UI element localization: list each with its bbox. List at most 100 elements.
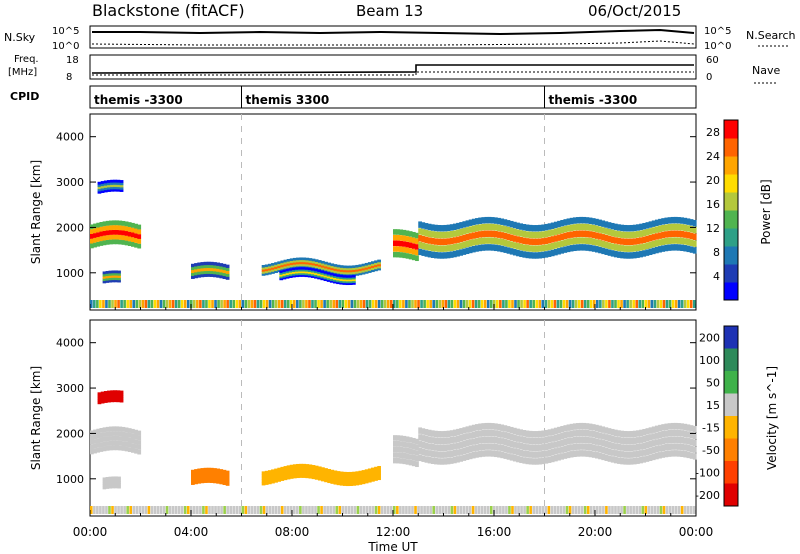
echo-cell xyxy=(213,273,217,278)
echo-cell xyxy=(311,264,316,268)
near-range-echo xyxy=(414,300,417,308)
echo-cell xyxy=(544,237,549,245)
echo-cell xyxy=(349,269,353,273)
echo-cell xyxy=(304,272,309,276)
echo-cell xyxy=(336,473,341,477)
echo-cell xyxy=(124,226,129,232)
echo-cell xyxy=(103,182,108,186)
echo-cell xyxy=(345,277,350,280)
near-range-echo xyxy=(599,300,602,308)
echo-cell xyxy=(415,232,419,239)
freq-strip: Freq. [MHz] 18 8 60 0 Nave xyxy=(8,54,780,84)
echo-cell xyxy=(289,258,294,262)
echo-cell xyxy=(99,221,104,227)
echo-cell xyxy=(349,273,353,277)
echo-cell xyxy=(610,428,615,436)
echo-cell xyxy=(399,246,404,253)
near-range-echo xyxy=(108,300,111,308)
echo-cell xyxy=(305,474,310,479)
echo-cell xyxy=(490,450,495,457)
echo-cell xyxy=(683,423,688,431)
echo-cell xyxy=(280,264,285,268)
echo-cell xyxy=(111,277,116,281)
echo-cell xyxy=(399,240,404,247)
cpid-segment-label: themis 3300 xyxy=(246,93,330,107)
echo-cell xyxy=(364,474,369,478)
echo-cell xyxy=(430,457,435,464)
near-range-echo xyxy=(256,300,260,308)
echo-cell xyxy=(274,474,278,478)
echo-cell xyxy=(648,228,653,235)
echo-cell xyxy=(116,390,121,394)
echo-cell xyxy=(475,437,479,445)
echo-cell xyxy=(465,453,470,461)
echo-cell xyxy=(418,427,423,434)
echo-cell xyxy=(670,443,675,450)
echo-cell xyxy=(90,224,94,230)
echo-cell xyxy=(528,238,533,245)
echo-cell xyxy=(90,449,94,455)
echo-cell xyxy=(197,468,202,472)
echo-cell xyxy=(588,238,593,245)
echo-cell xyxy=(352,477,356,481)
power-ylabel: Slant Range [km] xyxy=(29,160,43,264)
echo-cell xyxy=(90,444,94,450)
echo-cell xyxy=(506,432,511,440)
echo-cell xyxy=(465,233,470,241)
echo-cell xyxy=(280,472,285,476)
echo-cell xyxy=(102,486,107,490)
echo-cell xyxy=(327,264,332,268)
near-range-echo xyxy=(368,300,372,308)
echo-cell xyxy=(654,226,659,233)
near-range-echo xyxy=(689,300,693,308)
echo-cell xyxy=(320,275,325,279)
x-tick-label: 16:00 xyxy=(477,525,512,539)
near-range-echo xyxy=(620,506,623,514)
echo-cell xyxy=(323,273,328,276)
near-range-echo xyxy=(408,300,411,308)
near-range-echo xyxy=(429,506,432,514)
echo-cell xyxy=(339,265,344,268)
echo-cell xyxy=(563,225,568,233)
echo-cell xyxy=(452,230,457,237)
echo-cell xyxy=(591,231,596,239)
near-range-echo xyxy=(377,300,381,308)
cpid-label: CPID xyxy=(10,90,39,103)
echo-cell xyxy=(96,237,101,242)
echo-cell xyxy=(456,250,460,257)
echo-cell xyxy=(535,444,539,452)
echo-cell xyxy=(342,269,347,273)
echo-cell xyxy=(119,184,124,188)
echo-cell xyxy=(528,245,533,252)
echo-cell xyxy=(610,449,615,456)
near-range-echo xyxy=(247,506,251,514)
echo-cell xyxy=(459,428,464,435)
echo-cell xyxy=(329,276,334,280)
echo-cell xyxy=(661,444,666,452)
echo-cell xyxy=(490,223,495,231)
near-range-echo xyxy=(217,300,220,308)
echo-cell xyxy=(591,238,596,245)
near-range-echo xyxy=(535,300,539,308)
echo-cell xyxy=(358,270,363,274)
echo-cell xyxy=(302,257,307,261)
echo-cell xyxy=(604,434,609,441)
echo-cell xyxy=(364,472,369,476)
echo-cell xyxy=(459,235,464,243)
echo-cell xyxy=(544,450,549,457)
echo-cell xyxy=(595,239,599,246)
echo-cell xyxy=(553,221,558,229)
echo-cell xyxy=(538,238,542,245)
echo-cell xyxy=(113,188,118,192)
echo-cell xyxy=(279,272,284,275)
echo-cell xyxy=(99,447,104,452)
echo-cell xyxy=(274,268,278,271)
echo-cell xyxy=(449,450,454,458)
echo-cell xyxy=(572,430,577,437)
echo-cell xyxy=(677,423,681,430)
echo-cell xyxy=(352,271,356,275)
near-range-echo xyxy=(126,300,129,308)
echo-cell xyxy=(358,470,363,474)
echo-cell xyxy=(261,476,266,480)
nsky-line xyxy=(92,28,695,36)
